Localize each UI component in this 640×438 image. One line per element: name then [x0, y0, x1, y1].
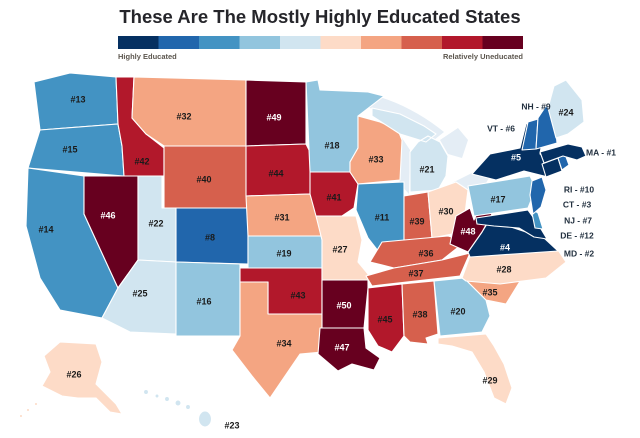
legend-swatch-5 — [280, 36, 321, 49]
legend-swatch-7 — [361, 36, 402, 49]
legend-swatch-10 — [482, 36, 523, 49]
state-sd[interactable] — [245, 143, 313, 197]
legend-swatch-9 — [442, 36, 483, 49]
state-ne[interactable] — [245, 193, 323, 237]
state-nj[interactable] — [529, 176, 547, 215]
callout-md: MD - #2 — [564, 248, 595, 258]
legend-swatch-2 — [158, 36, 199, 49]
callout-nh: NH - #9 — [521, 101, 551, 111]
state-ar[interactable] — [321, 279, 369, 329]
state-nm[interactable] — [175, 261, 241, 337]
legend-swatch-1 — [118, 36, 159, 49]
state-nd[interactable] — [245, 79, 307, 147]
state-wa[interactable] — [33, 72, 119, 131]
state-hi-rank-label: #23 — [224, 420, 239, 430]
state-hi[interactable] — [142, 388, 213, 428]
callout-de: DE - #12 — [560, 230, 594, 240]
legend-swatch-6 — [320, 36, 361, 49]
northeast-callouts: NH - #9 VT - #6 MA - #1 RI - #10 CT - #3… — [487, 101, 616, 258]
callout-ma: MA - #1 — [586, 147, 616, 157]
state-ks[interactable] — [247, 235, 323, 269]
state-md[interactable] — [475, 209, 548, 240]
state-ms[interactable] — [367, 283, 405, 353]
state-wy[interactable] — [163, 145, 249, 209]
callout-ri: RI - #10 — [564, 184, 595, 194]
state-ak[interactable] — [18, 341, 123, 419]
callout-nj: NJ - #7 — [564, 215, 592, 225]
legend: Highly Educated Relatively Uneducated — [118, 36, 523, 61]
state-la[interactable] — [317, 327, 381, 372]
state-ia[interactable] — [309, 171, 359, 217]
state-fl[interactable] — [437, 333, 513, 405]
callout-ct: CT - #3 — [563, 199, 592, 209]
state-al[interactable] — [401, 280, 439, 345]
callout-vt: VT - #6 — [487, 123, 515, 133]
state-tx[interactable] — [231, 281, 323, 399]
state-ma[interactable] — [539, 143, 587, 164]
legend-left-label: Highly Educated — [118, 52, 177, 61]
state-or[interactable] — [27, 123, 125, 177]
legend-right-label: Relatively Uneducated — [443, 52, 523, 61]
states-layer — [18, 72, 587, 428]
state-mo[interactable] — [315, 215, 369, 281]
legend-swatch-4 — [239, 36, 280, 49]
state-me[interactable] — [547, 79, 585, 139]
state-co[interactable] — [175, 207, 249, 265]
page-title: These Are The Mostly Highly Educated Sta… — [119, 6, 520, 27]
state-mi[interactable] — [371, 107, 449, 193]
legend-swatch-8 — [401, 36, 442, 49]
legend-swatch-3 — [199, 36, 240, 49]
lake-huron — [440, 128, 468, 158]
state-mt[interactable] — [131, 76, 247, 147]
